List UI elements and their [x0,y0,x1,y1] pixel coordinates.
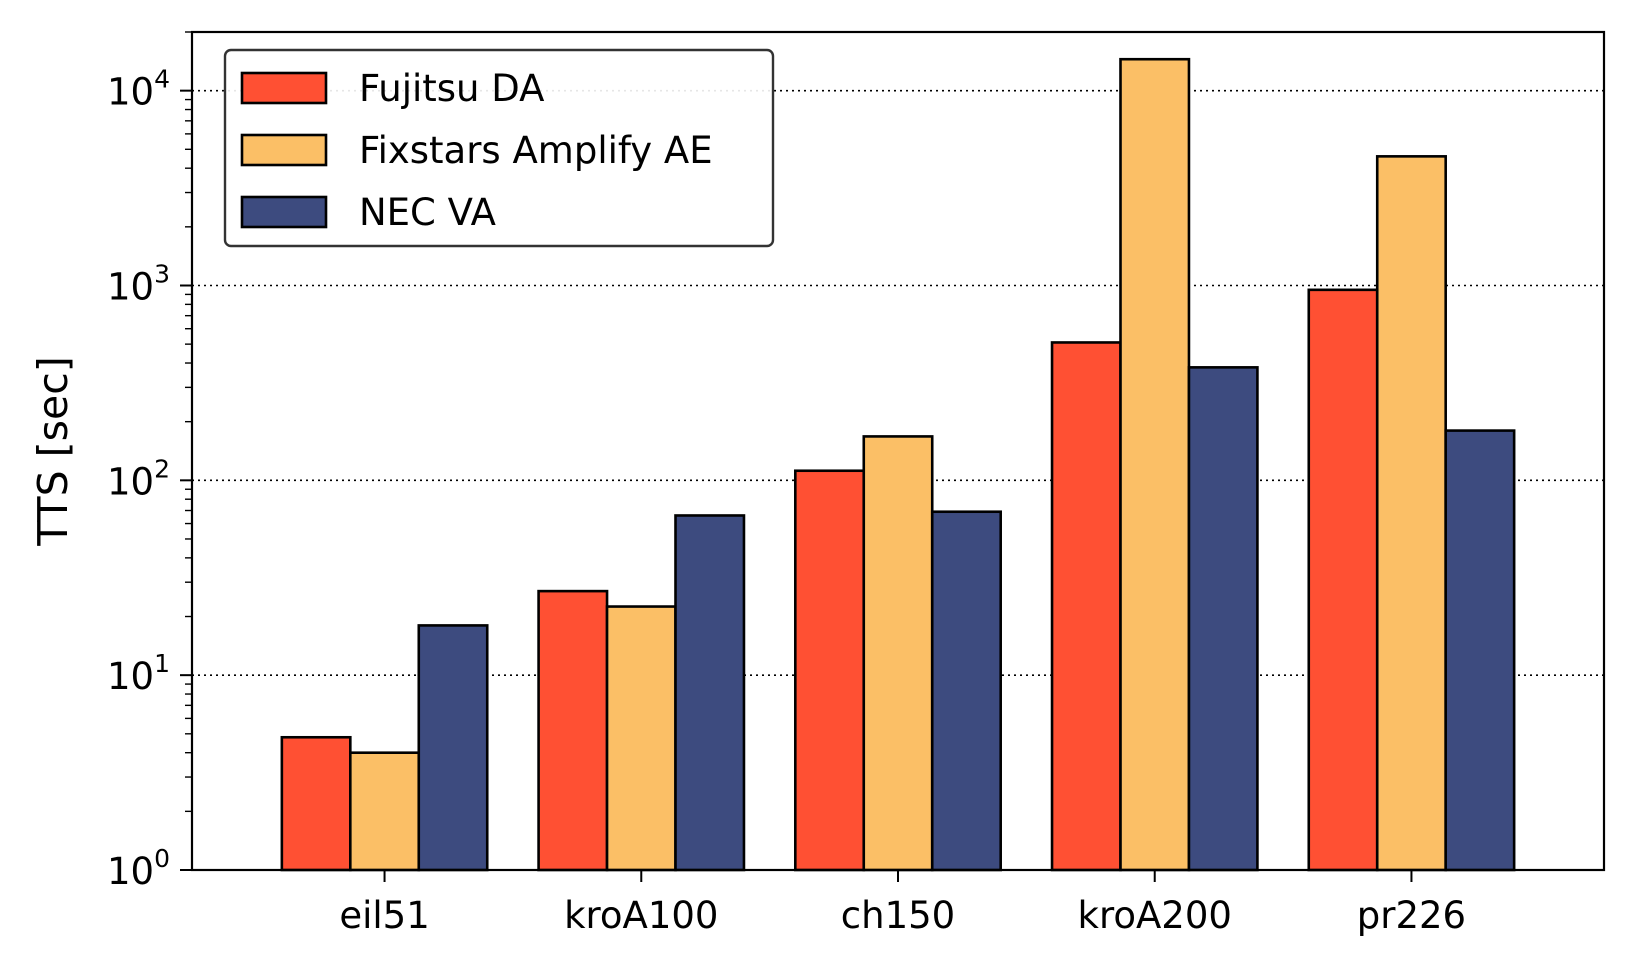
bar [1119,57,1191,872]
bar [1444,429,1516,872]
bar [1187,366,1259,872]
bar [605,605,677,872]
legend: Fujitsu DA Fixstars Amplify AE NEC VA [223,48,775,248]
y-tick-label: 104 [107,65,170,114]
bar [417,624,489,872]
bar [349,751,421,872]
x-tick-label: kroA200 [1078,894,1232,937]
y-axis-title: TTS [sec] [29,356,77,547]
x-tick-label: kroA100 [564,894,718,937]
bar [1050,341,1122,872]
y-tick-label: 100 [107,844,170,893]
legend-box [223,48,775,248]
x-tick-label: pr226 [1357,894,1466,937]
bar [280,735,352,872]
bar [1307,288,1379,872]
bar [674,514,746,872]
x-axis: eil51 kroA100 ch150 kroA200 pr226 [339,870,1466,937]
bar [862,435,934,872]
legend-swatch [240,71,328,105]
y-tick-label: 103 [107,259,170,308]
bar [930,510,1002,872]
legend-swatch [240,133,328,167]
bar [537,589,609,872]
y-tick-label: 101 [107,649,170,698]
legend-label: Fujitsu DA [359,67,544,110]
legend-swatch [240,195,328,229]
bar [794,469,866,872]
legend-label: NEC VA [359,191,496,234]
y-axis: 100 101 102 103 104 [107,31,192,893]
legend-label: Fixstars Amplify AE [359,129,713,172]
x-tick-label: ch150 [841,894,955,937]
x-tick-label: eil51 [339,894,429,937]
bar [1375,155,1447,872]
y-tick-label: 102 [107,454,170,503]
